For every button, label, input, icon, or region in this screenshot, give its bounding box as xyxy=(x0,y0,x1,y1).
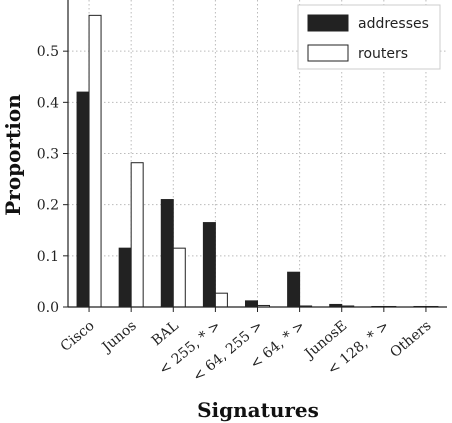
axes xyxy=(63,0,447,312)
y-tick-label: 0.5 xyxy=(37,44,59,60)
legend: addresses routers xyxy=(297,4,441,70)
bar-routers-1 xyxy=(130,162,144,308)
x-tick-label: Junos xyxy=(98,318,140,357)
y-tick-label: 0.2 xyxy=(37,198,59,214)
legend-swatch-addresses xyxy=(307,14,349,32)
bar-routers-0 xyxy=(88,14,102,308)
legend-label-routers: routers xyxy=(358,46,408,62)
bar-addresses-4 xyxy=(245,300,258,308)
bar-addresses-0 xyxy=(76,91,90,308)
legend-label-addresses: addresses xyxy=(358,16,429,32)
bar-addresses-1 xyxy=(118,247,132,308)
bar-addresses-2 xyxy=(160,199,174,308)
y-tick-label: 0.1 xyxy=(37,249,59,265)
bar-routers-3 xyxy=(214,292,228,308)
x-tick-label: Cisco xyxy=(58,318,98,355)
x-axis-title: Signatures xyxy=(197,398,319,422)
bar-addresses-3 xyxy=(202,222,216,308)
y-tick-label: 0.4 xyxy=(37,95,59,111)
x-tick-label: BAL xyxy=(149,318,182,349)
y-tick-label: 0.0 xyxy=(37,300,59,316)
legend-swatch-routers xyxy=(307,44,349,62)
y-axis-title: Proportion xyxy=(1,94,25,216)
bar-routers-2 xyxy=(172,247,186,308)
x-tick-label: Others xyxy=(387,318,434,361)
y-tick-label: 0.3 xyxy=(37,147,59,163)
bar-addresses-5 xyxy=(287,271,301,308)
